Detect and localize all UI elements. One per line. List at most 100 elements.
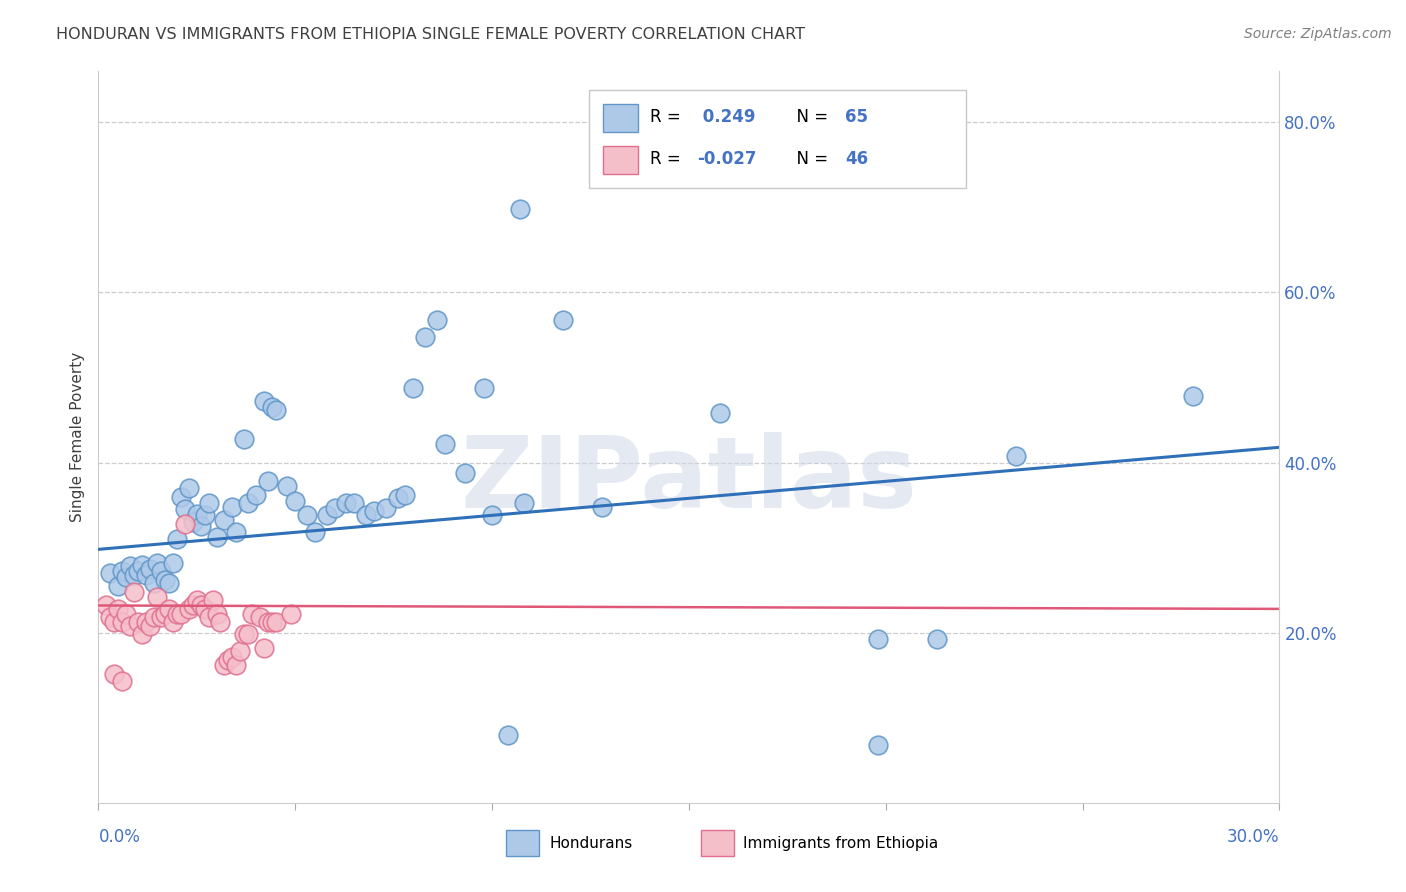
Point: [138, 562, 160, 576]
Point: [111, 615, 134, 630]
Point: [866, 632, 889, 646]
Point: [214, 513, 236, 527]
Point: [925, 632, 948, 646]
Point: [240, 607, 263, 621]
Point: [426, 312, 449, 326]
Text: 46: 46: [845, 150, 868, 168]
Point: [170, 490, 193, 504]
Point: [304, 525, 326, 540]
Point: [157, 576, 180, 591]
Point: [197, 610, 219, 624]
Point: [221, 649, 243, 664]
Point: [162, 556, 184, 570]
Point: [225, 658, 247, 673]
Point: [225, 525, 247, 540]
Point: [170, 607, 193, 621]
Point: [551, 312, 574, 326]
Point: [264, 615, 287, 630]
Point: [150, 565, 173, 579]
Point: [236, 627, 259, 641]
FancyBboxPatch shape: [700, 830, 734, 856]
Point: [315, 508, 337, 523]
Point: [217, 653, 239, 667]
Point: [201, 593, 224, 607]
Point: [866, 738, 889, 752]
Text: 65: 65: [845, 109, 868, 127]
Point: [107, 602, 129, 616]
Point: [96, 599, 118, 613]
Point: [131, 627, 153, 641]
Text: ZIPatlas: ZIPatlas: [461, 433, 917, 530]
Text: 0.0%: 0.0%: [98, 829, 141, 847]
Point: [111, 565, 134, 579]
Point: [181, 599, 204, 613]
Point: [107, 579, 129, 593]
Point: [98, 566, 121, 581]
Point: [174, 502, 197, 516]
Text: Source: ZipAtlas.com: Source: ZipAtlas.com: [1244, 27, 1392, 41]
Point: [253, 640, 276, 655]
Point: [177, 481, 200, 495]
Point: [245, 488, 267, 502]
Point: [155, 573, 177, 587]
Point: [181, 515, 204, 529]
Point: [394, 488, 416, 502]
Point: [166, 607, 188, 621]
Point: [387, 491, 409, 506]
Text: R =: R =: [650, 109, 686, 127]
Point: [194, 508, 217, 523]
Point: [260, 615, 283, 630]
Point: [103, 615, 125, 630]
Point: [236, 496, 259, 510]
Point: [146, 590, 169, 604]
Point: [194, 602, 217, 616]
Point: [256, 475, 278, 489]
Point: [221, 500, 243, 514]
FancyBboxPatch shape: [589, 90, 966, 188]
Point: [205, 531, 228, 545]
Point: [256, 615, 278, 630]
FancyBboxPatch shape: [603, 146, 638, 174]
Point: [374, 500, 396, 515]
Point: [174, 516, 197, 531]
Point: [157, 602, 180, 616]
Text: R =: R =: [650, 150, 686, 168]
Point: [481, 508, 503, 523]
Text: 0.249: 0.249: [697, 109, 755, 127]
Point: [1181, 389, 1204, 403]
Point: [138, 619, 160, 633]
Point: [214, 658, 236, 673]
Point: [103, 666, 125, 681]
Point: [433, 437, 456, 451]
Point: [177, 602, 200, 616]
Point: [280, 607, 302, 621]
Point: [1004, 449, 1026, 463]
Point: [186, 593, 208, 607]
Point: [122, 567, 145, 582]
Point: [496, 728, 519, 742]
Text: N =: N =: [786, 150, 834, 168]
Point: [186, 507, 208, 521]
Point: [135, 567, 157, 582]
Point: [131, 558, 153, 572]
Point: [115, 570, 138, 584]
Point: [323, 500, 346, 515]
Point: [402, 381, 425, 395]
Point: [205, 607, 228, 621]
Point: [115, 607, 138, 621]
Point: [135, 615, 157, 630]
Point: [295, 508, 318, 523]
Point: [284, 494, 307, 508]
FancyBboxPatch shape: [603, 104, 638, 132]
Point: [142, 610, 165, 624]
Point: [142, 576, 165, 591]
Point: [146, 556, 169, 570]
Point: [197, 496, 219, 510]
Point: [209, 615, 232, 630]
Point: [343, 496, 366, 510]
Point: [709, 406, 731, 420]
Point: [190, 519, 212, 533]
Point: [166, 532, 188, 546]
Point: [229, 644, 252, 658]
Text: N =: N =: [786, 109, 834, 127]
